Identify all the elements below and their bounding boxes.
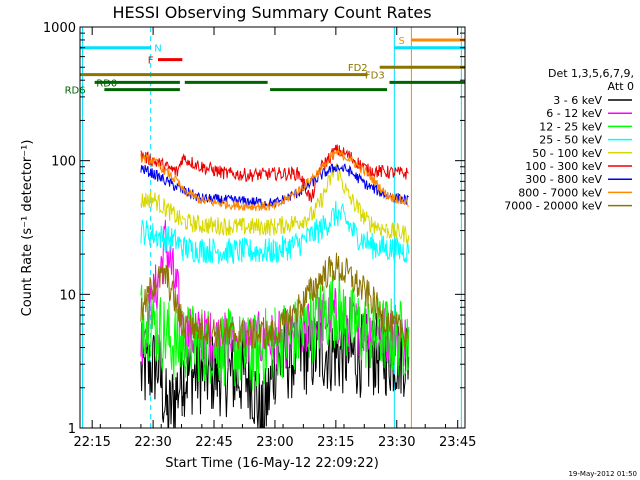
legend-label-4: 50 - 100 keV	[532, 147, 602, 160]
x-tick-label-0: 22:15	[73, 435, 110, 450]
series-line-5	[140, 144, 409, 203]
legend-header-0: Det 1,3,5,6,7,9,	[548, 67, 634, 80]
series-line-1	[140, 219, 410, 370]
x-tick-label-2: 22:45	[195, 435, 232, 450]
axis-ticks: 22:15 22:30 22:45 23:00 23:15 23:30 23:45 1 10 10…	[43, 21, 477, 450]
state-label-5: FD3	[365, 71, 385, 82]
plot-frame	[79, 26, 466, 429]
state-label-2: S	[398, 36, 404, 47]
y-tick-label-2: 100	[51, 155, 76, 170]
x-tick-label-6: 23:45	[439, 435, 476, 450]
state-label-4: FD2	[348, 63, 368, 74]
y-axis-label: Count Rate (s⁻¹ detector⁻¹)	[20, 140, 35, 317]
legend-label-6: 300 - 800 keV	[525, 173, 602, 186]
legend-label-7: 800 - 7000 keV	[518, 186, 602, 199]
y-tick-label-3: 1000	[43, 21, 76, 36]
legend-label-8: 7000 - 20000 keV	[504, 200, 602, 213]
legend-label-0: 3 - 6 keV	[553, 94, 602, 107]
series-line-3	[140, 200, 410, 264]
state-label-1: F	[148, 56, 154, 67]
y-tick-label-1: 10	[59, 288, 76, 303]
x-tick-label-3: 23:00	[256, 435, 293, 450]
series-line-4	[140, 163, 410, 243]
timestamp: 19-May-2012 01:50	[568, 470, 637, 478]
x-tick-label-5: 23:30	[378, 435, 415, 450]
series-line-7	[140, 147, 409, 212]
x-tick-label-4: 23:15	[317, 435, 354, 450]
x-tick-label-1: 22:30	[134, 435, 171, 450]
legend-label-2: 12 - 25 keV	[539, 120, 602, 133]
series-line-2	[140, 274, 410, 391]
legend-label-3: 25 - 50 keV	[539, 134, 602, 147]
series-line-6	[140, 163, 409, 208]
state-label-0: N	[154, 44, 161, 55]
legend-label-5: 100 - 300 keV	[525, 160, 602, 173]
state-label-6: RD0	[96, 78, 117, 89]
x-axis-label: Start Time (16-May-12 22:09:22)	[165, 456, 379, 471]
legend-header-1: Att 0	[608, 80, 634, 93]
state-label-9: RD6	[65, 86, 86, 97]
series-line-8	[140, 252, 409, 350]
plot-area	[80, 27, 465, 428]
chart-title: HESSI Observing Summary Count Rates	[112, 3, 431, 22]
y-tick-label-0: 1	[68, 422, 76, 437]
legend-label-1: 6 - 12 keV	[546, 107, 602, 120]
